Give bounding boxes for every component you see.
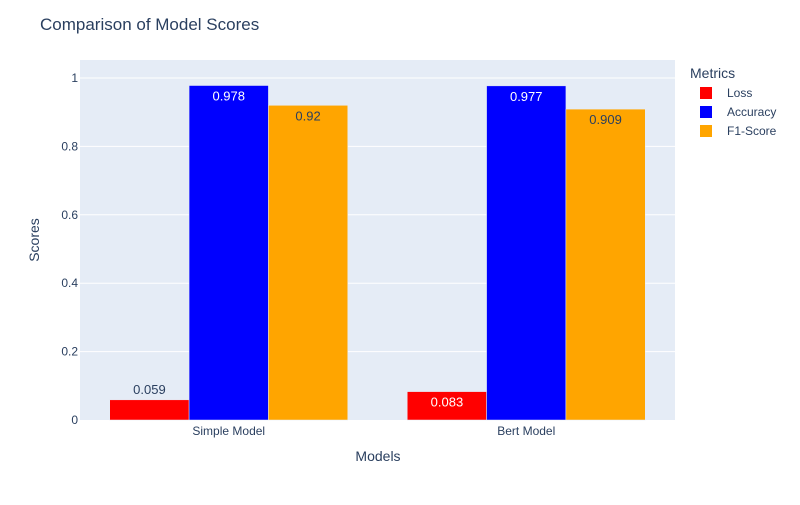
y-tick-label: 0.2 (61, 345, 78, 359)
y-tick-label: 1 (71, 71, 78, 85)
data-label: 0.083 (431, 395, 464, 410)
legend-title: Metrics (690, 65, 735, 81)
data-label: 0.978 (212, 89, 245, 104)
bar-accuracy (486, 85, 567, 421)
legend: Metrics Loss Accuracy F1-Score (690, 65, 777, 138)
data-label: 0.059 (133, 382, 166, 397)
data-labels: 0.059 0.978 0.92 0.083 0.977 0.909 (133, 89, 622, 410)
data-label: 0.977 (510, 89, 543, 104)
bar-f1-score (268, 105, 348, 421)
bar-f1-score (565, 108, 646, 421)
bar-loss (109, 399, 190, 421)
x-tick-label: Bert Model (497, 424, 555, 438)
bar-accuracy (188, 85, 269, 421)
chart-title: Comparison of Model Scores (40, 15, 259, 34)
bar-loss (407, 391, 487, 421)
legend-swatch (700, 106, 712, 118)
x-tick-label: Simple Model (192, 424, 265, 438)
bars (109, 85, 646, 421)
data-label: 0.909 (589, 112, 622, 127)
legend-label: F1-Score (727, 124, 777, 138)
y-tick-label: 0.6 (61, 208, 78, 222)
y-axis-title: Scores (26, 218, 42, 262)
legend-items: Loss Accuracy F1-Score (700, 86, 777, 138)
legend-swatch (700, 87, 712, 99)
legend-swatch (700, 125, 712, 137)
x-axis-ticks: Simple Model Bert Model (192, 424, 555, 438)
plot-area: 0.059 0.978 0.92 0.083 0.977 0.909 (80, 60, 675, 421)
y-tick-label: 0.8 (61, 139, 78, 153)
y-tick-label: 0.4 (61, 276, 78, 290)
legend-label: Loss (727, 86, 752, 100)
y-axis-ticks: 0 0.2 0.4 0.6 0.8 1 (61, 71, 78, 427)
x-axis-title: Models (355, 448, 400, 464)
data-label: 0.92 (295, 108, 320, 123)
legend-label: Accuracy (727, 105, 776, 119)
y-tick-label: 0 (71, 413, 78, 427)
